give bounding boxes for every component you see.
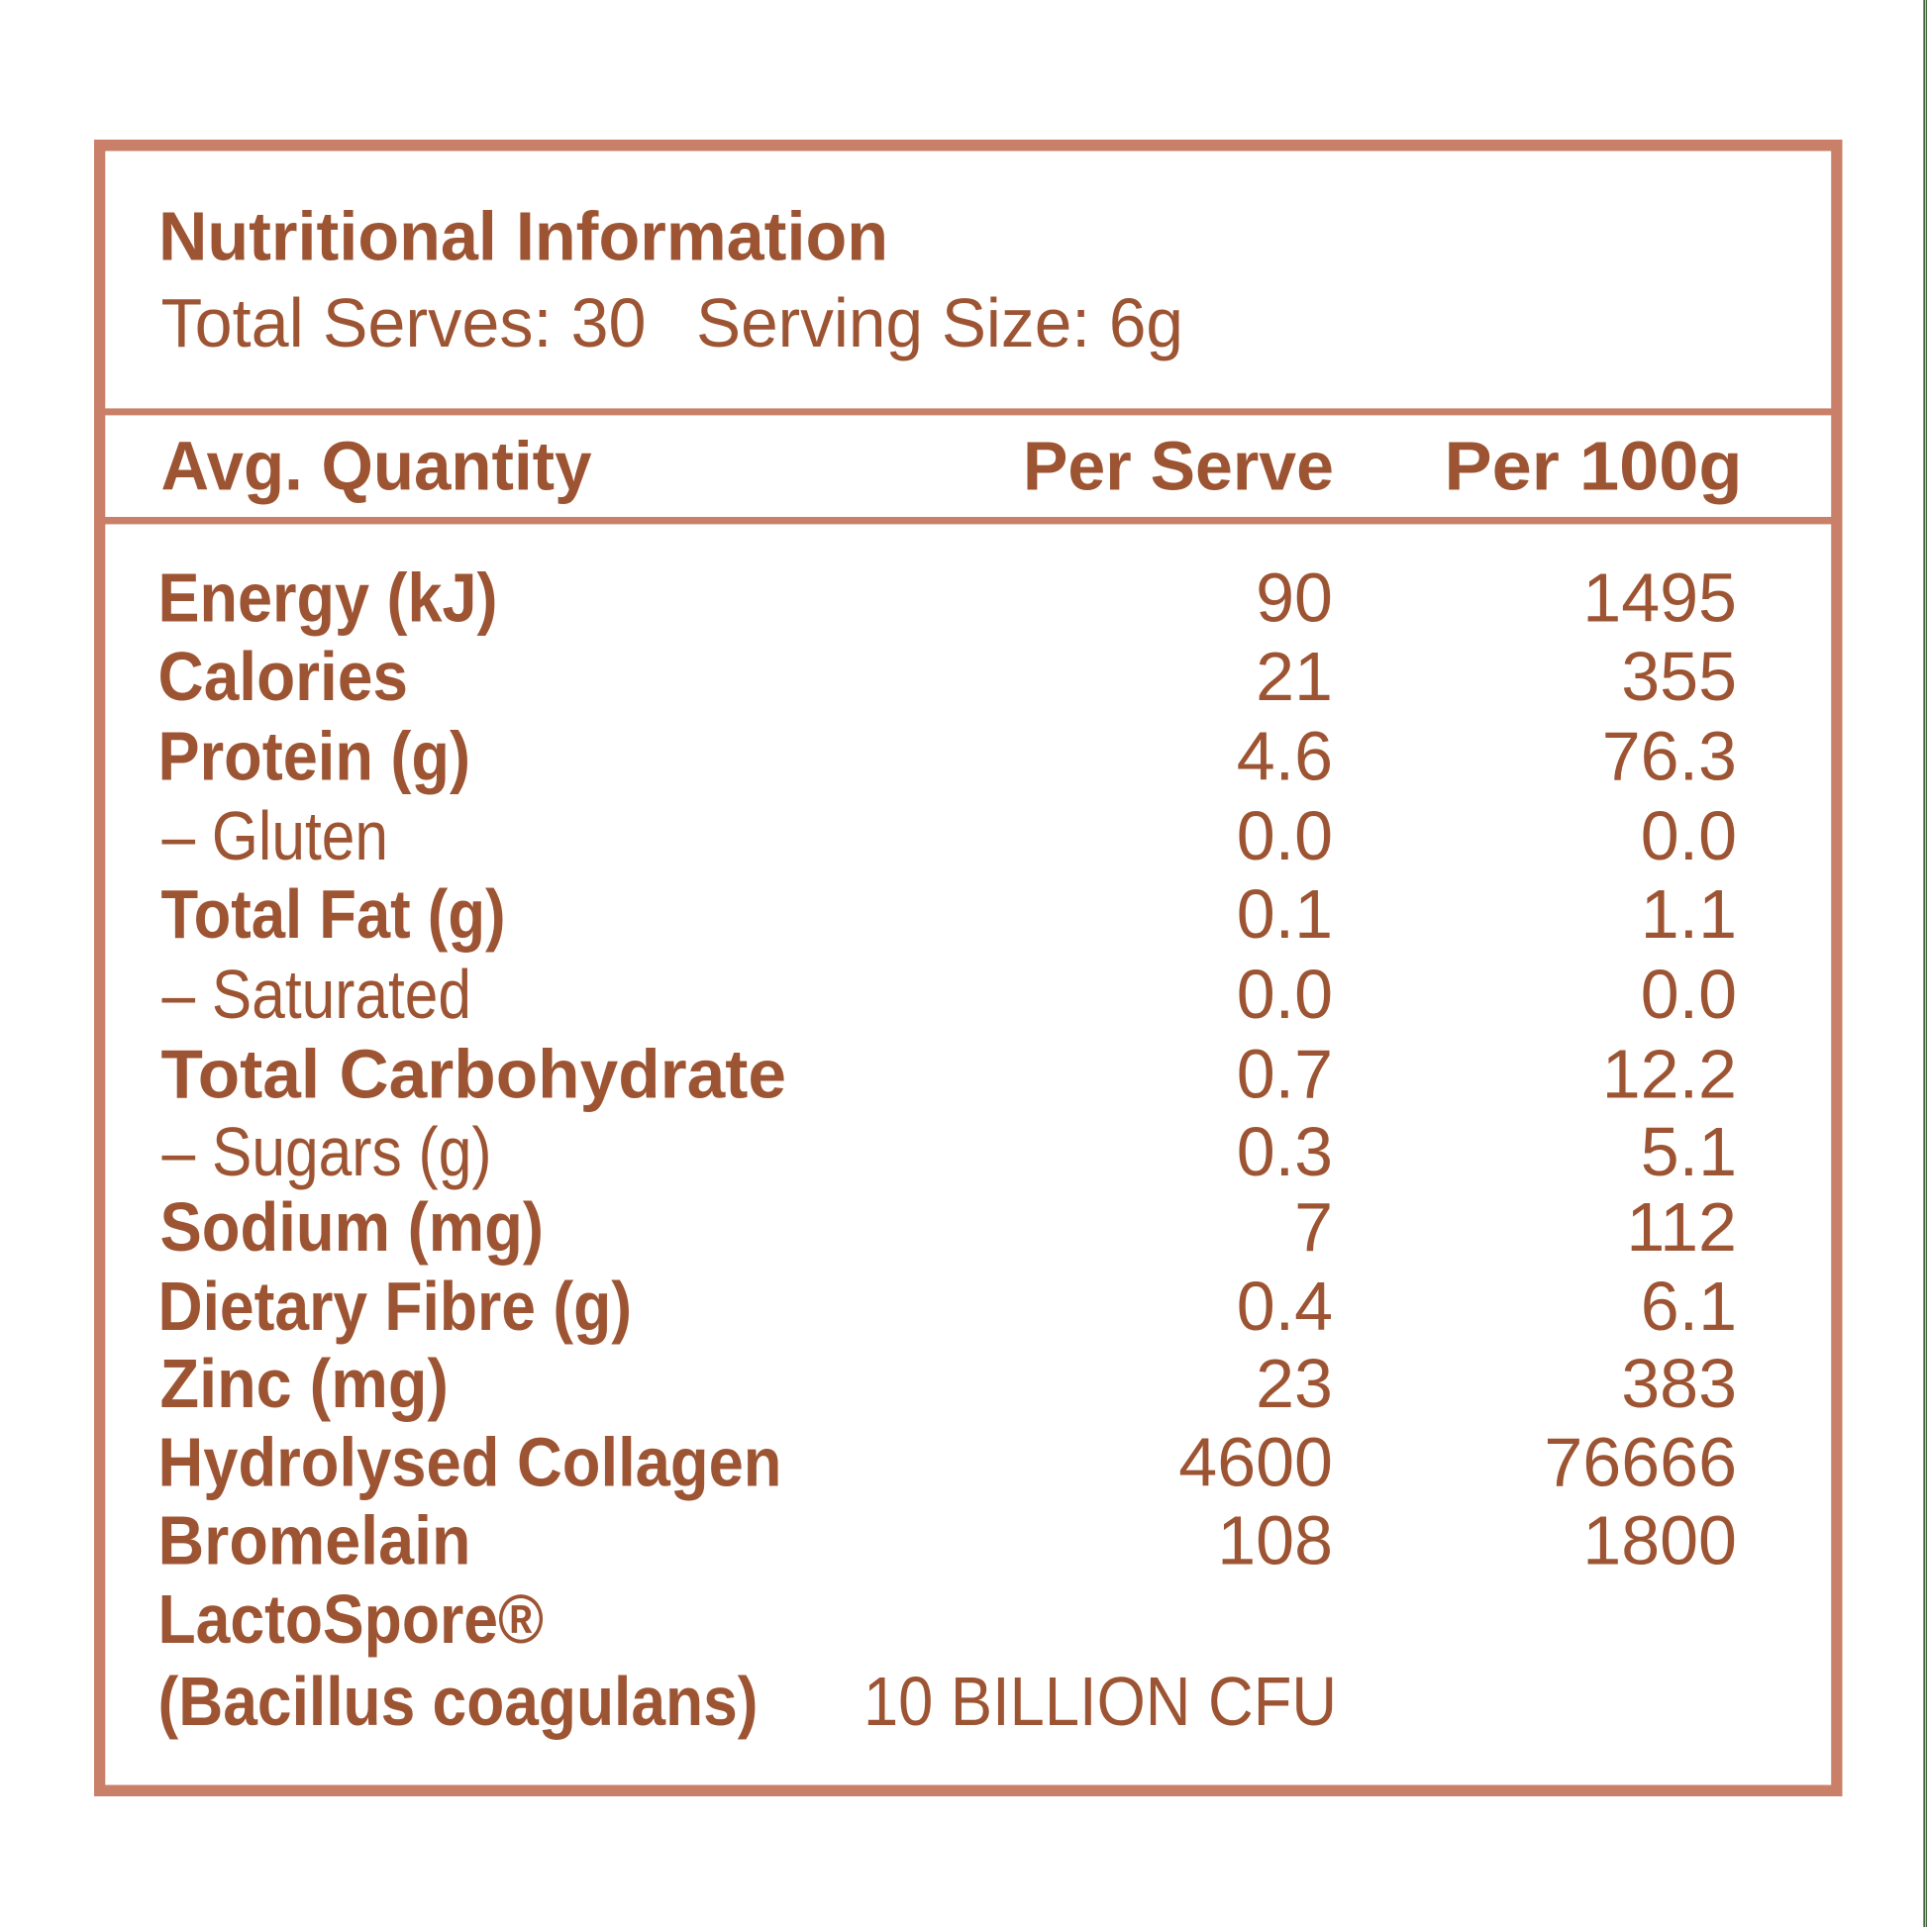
svg-text:76666: 76666 <box>1544 1424 1737 1501</box>
svg-text:5.1: 5.1 <box>1641 1113 1737 1190</box>
svg-text:76.3: 76.3 <box>1602 718 1737 795</box>
svg-text:108: 108 <box>1217 1502 1333 1579</box>
svg-text:21: 21 <box>1256 638 1333 715</box>
svg-text:– Sugars (g): – Sugars (g) <box>162 1113 492 1190</box>
svg-text:112: 112 <box>1626 1188 1737 1266</box>
svg-text:0.7: 0.7 <box>1237 1036 1333 1113</box>
svg-text:Dietary Fibre (g): Dietary Fibre (g) <box>158 1268 633 1345</box>
svg-text:90: 90 <box>1256 559 1333 637</box>
svg-text:– Gluten: – Gluten <box>162 797 389 874</box>
svg-text:0.0: 0.0 <box>1237 956 1333 1033</box>
svg-text:Total Carbohydrate: Total Carbohydrate <box>161 1036 787 1113</box>
svg-text:383: 383 <box>1621 1345 1737 1422</box>
svg-text:0.0: 0.0 <box>1641 956 1737 1033</box>
svg-text:Zinc (mg): Zinc (mg) <box>160 1345 450 1422</box>
svg-text:Total Fat (g): Total Fat (g) <box>161 875 506 953</box>
svg-text:0.3: 0.3 <box>1237 1113 1333 1190</box>
svg-text:Sodium (mg): Sodium (mg) <box>160 1188 545 1266</box>
svg-text:4.6: 4.6 <box>1237 718 1333 795</box>
svg-text:0.1: 0.1 <box>1237 875 1333 953</box>
svg-text:1800: 1800 <box>1582 1502 1737 1579</box>
svg-text:1.1: 1.1 <box>1641 875 1737 953</box>
svg-text:Serving Size: 6g: Serving Size: 6g <box>696 284 1183 361</box>
svg-text:Nutritional Information: Nutritional Information <box>158 198 888 275</box>
svg-text:Bromelain: Bromelain <box>158 1502 471 1579</box>
svg-text:10 BILLION CFU: 10 BILLION CFU <box>863 1663 1337 1740</box>
svg-text:Total Serves: 30: Total Serves: 30 <box>161 284 647 361</box>
svg-text:23: 23 <box>1256 1345 1333 1422</box>
svg-text:Per Serve: Per Serve <box>1023 428 1334 505</box>
svg-text:1495: 1495 <box>1582 559 1737 637</box>
svg-text:(Bacillus coagulans): (Bacillus coagulans) <box>158 1663 759 1740</box>
svg-text:4600: 4600 <box>1178 1424 1333 1501</box>
svg-text:Calories: Calories <box>158 638 409 715</box>
svg-text:Energy (kJ): Energy (kJ) <box>158 559 498 637</box>
svg-text:355: 355 <box>1621 638 1737 715</box>
svg-text:7: 7 <box>1294 1188 1333 1266</box>
svg-text:LactoSpore®: LactoSpore® <box>158 1580 545 1658</box>
svg-text:0.0: 0.0 <box>1641 797 1737 874</box>
svg-text:6.1: 6.1 <box>1641 1268 1737 1345</box>
svg-text:0.4: 0.4 <box>1237 1268 1333 1345</box>
svg-text:Protein (g): Protein (g) <box>158 718 471 795</box>
svg-text:12.2: 12.2 <box>1602 1036 1737 1113</box>
svg-text:Avg. Quantity: Avg. Quantity <box>161 428 592 505</box>
svg-text:Per 100g: Per 100g <box>1445 428 1743 505</box>
svg-text:Hydrolysed Collagen: Hydrolysed Collagen <box>158 1424 782 1501</box>
svg-text:– Saturated: – Saturated <box>162 956 472 1033</box>
svg-text:0.0: 0.0 <box>1237 797 1333 874</box>
